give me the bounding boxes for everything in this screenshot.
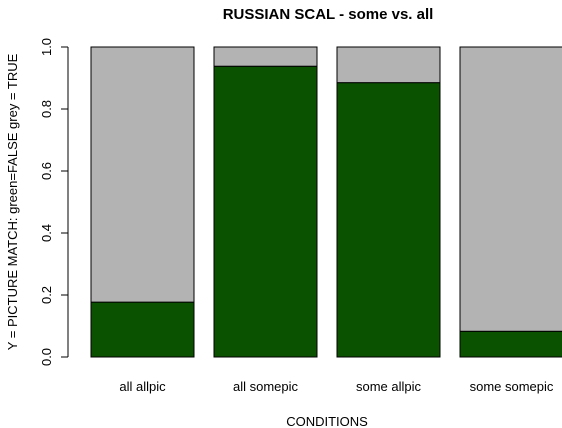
bar-false-1 [90,301,195,358]
bar-true-4 [459,46,562,332]
bar-false-3 [336,82,441,358]
y-axis-label: Y = PICTURE MATCH: green=FALSE grey = TR… [5,53,20,350]
y-tick-label: 0.6 [39,162,54,180]
bar-true-2 [213,46,318,67]
y-axis: 0.0 0.2 0.4 0.6 0.8 1.0 [39,38,69,366]
x-tick-label: all allpic [119,379,166,394]
bar-false-2 [213,65,318,358]
y-tick-label: 0.8 [39,100,54,118]
y-tick-label: 0.2 [39,286,54,304]
x-tick-label: some somepic [470,379,554,394]
bar-true-3 [336,46,441,84]
y-tick-label: 0.0 [39,348,54,366]
y-tick-label: 0.4 [39,224,54,242]
chart-title: RUSSIAN SCAL - some vs. all [223,6,434,23]
bar-false-4 [459,330,562,358]
x-tick-labels: all allpic all somepic some allpic some som… [119,379,554,394]
x-axis-label: CONDITIONS [286,414,368,428]
bars-group [90,46,562,358]
bar-true-1 [90,46,195,303]
y-tick-label: 1.0 [39,38,54,56]
x-tick-label: some allpic [356,379,422,394]
x-tick-label: all somepic [233,379,299,394]
